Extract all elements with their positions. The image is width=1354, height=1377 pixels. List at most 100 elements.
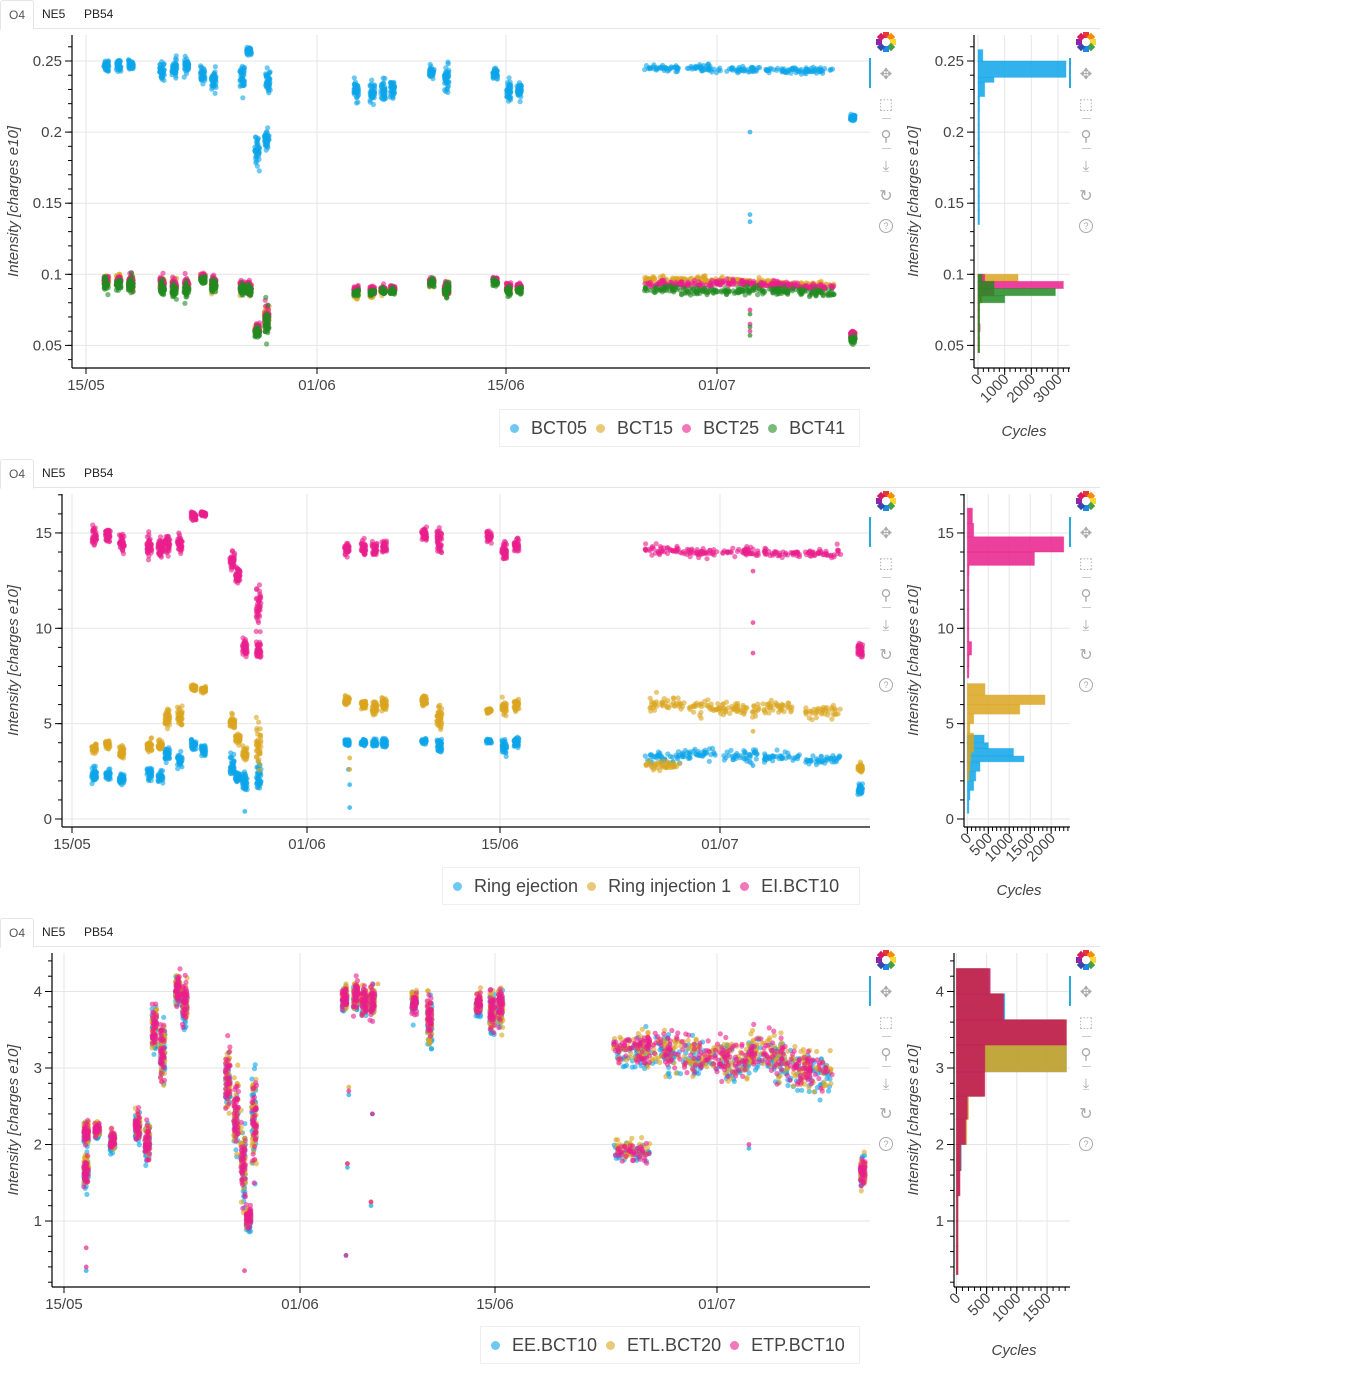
tab-o4[interactable]: O4 <box>0 0 35 30</box>
data-point <box>184 278 190 284</box>
legend-item-bct05[interactable]: BCT05 <box>510 418 587 439</box>
data-point <box>248 50 254 57</box>
data-point <box>430 69 436 75</box>
data-point <box>182 62 188 69</box>
data-point <box>739 277 746 283</box>
hist-bar <box>977 167 980 183</box>
data-point <box>102 276 108 282</box>
data-point <box>785 288 791 294</box>
hist-bar <box>977 330 980 339</box>
data-point <box>351 75 357 81</box>
data-point <box>692 63 699 69</box>
data-point <box>176 759 182 765</box>
hist-bar <box>977 309 980 318</box>
data-point <box>806 67 812 73</box>
x-axis-label: Cycles <box>1001 423 1047 440</box>
data-point <box>353 288 359 294</box>
data-point <box>127 58 133 64</box>
data-point <box>256 168 262 174</box>
data-point <box>708 67 714 73</box>
data-point <box>266 76 272 82</box>
hist-bar <box>977 124 980 140</box>
data-point <box>127 63 133 69</box>
data-point <box>705 289 711 296</box>
legend-item-bct15[interactable]: BCT15 <box>596 418 673 439</box>
data-point <box>705 61 711 67</box>
y-axis-label: Intensity [charges e10] <box>5 125 22 277</box>
data-point <box>159 774 165 780</box>
legend-item-bct25[interactable]: BCT25 <box>682 418 759 439</box>
data-point <box>128 270 135 276</box>
legend-1: BCT05 BCT15 BCT25 BCT41 <box>499 409 860 447</box>
tab-pb54[interactable]: PB54 <box>84 7 114 21</box>
data-point <box>747 212 753 218</box>
legend-label: BCT15 <box>617 417 674 438</box>
data-point <box>812 68 818 74</box>
data-point <box>241 70 247 76</box>
data-point <box>263 143 269 149</box>
data-point <box>367 83 373 89</box>
legend-label: BCT05 <box>531 417 588 438</box>
legend-dot-icon <box>510 423 519 433</box>
data-point <box>264 341 270 347</box>
y-tick-label: 0.05 <box>935 337 964 354</box>
data-point <box>182 289 188 295</box>
data-point <box>691 277 698 284</box>
data-point <box>827 290 834 296</box>
data-point <box>253 327 259 333</box>
data-point <box>391 90 397 96</box>
data-point <box>367 97 373 103</box>
data-point <box>370 89 376 95</box>
x-tick-label: 2000 <box>1004 371 1040 407</box>
data-point <box>244 48 250 54</box>
tab-ne5[interactable]: NE5 <box>42 7 66 21</box>
hist-bar <box>977 316 980 325</box>
y-tick-label: 0.15 <box>935 195 964 212</box>
data-point <box>209 75 215 81</box>
data-point <box>263 129 270 135</box>
data-point <box>710 287 717 293</box>
legend-dot-icon <box>682 423 692 433</box>
data-point <box>730 65 736 71</box>
data-point <box>265 302 271 308</box>
data-point <box>183 71 190 77</box>
data-point <box>264 65 270 71</box>
data-point <box>445 61 451 67</box>
data-point <box>651 275 658 281</box>
tab-bar-1: O4 NE5 PB54 <box>0 0 1100 30</box>
data-point <box>369 77 375 83</box>
legend-item-bct41[interactable]: BCT41 <box>768 418 845 439</box>
data-point <box>674 67 681 73</box>
y-tick-label: 0.2 <box>943 124 964 141</box>
data-point <box>730 282 737 288</box>
data-point <box>382 288 388 295</box>
data-point <box>673 279 679 285</box>
data-point <box>445 73 451 79</box>
data-point <box>210 282 217 288</box>
x-tick-label: 15/06 <box>487 377 525 394</box>
hist-bar <box>977 81 986 98</box>
data-point <box>202 69 208 75</box>
data-point <box>244 284 250 290</box>
data-point <box>239 74 245 80</box>
data-point <box>768 65 774 71</box>
data-point <box>721 278 727 284</box>
data-point <box>379 81 385 87</box>
hist-bar <box>977 323 980 332</box>
data-point <box>166 750 172 756</box>
data-point <box>198 74 204 80</box>
data-point <box>120 779 126 785</box>
data-point <box>445 89 451 95</box>
data-point <box>391 79 397 85</box>
hist-bar <box>977 49 984 62</box>
data-point <box>750 287 756 293</box>
data-point <box>212 64 218 70</box>
data-point <box>724 68 730 74</box>
legend-dot-icon <box>768 423 778 433</box>
data-point <box>774 67 780 73</box>
data-point <box>678 292 685 298</box>
data-point <box>506 84 512 91</box>
hist-bar <box>977 337 980 346</box>
